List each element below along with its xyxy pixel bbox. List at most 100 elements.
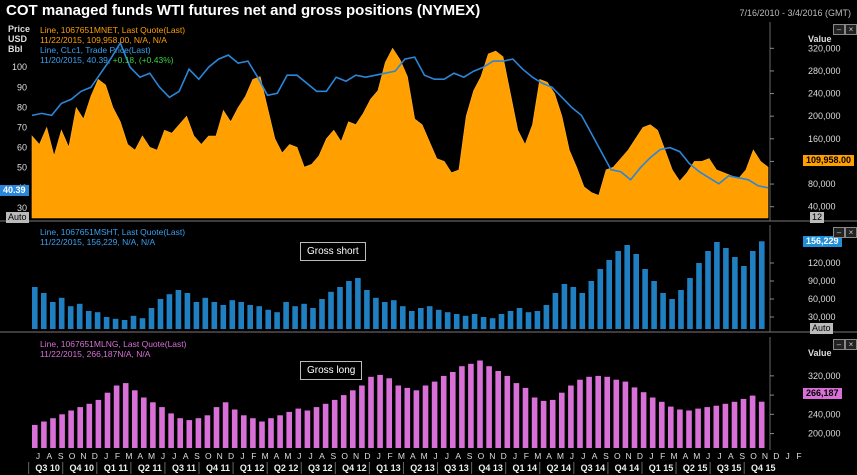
quarter-tick-label: Q2 11 xyxy=(138,463,162,473)
zoom-level-button[interactable]: 12 xyxy=(810,212,825,223)
minimize-icon[interactable]: – xyxy=(833,24,845,35)
short-bar xyxy=(355,278,361,329)
month-tick-label: O xyxy=(69,451,76,461)
short-bar xyxy=(444,312,451,329)
month-tick-label: D xyxy=(364,451,370,461)
short-bar xyxy=(597,269,604,329)
net-legend-line2: 11/22/2015, 109,958.00, N/A, N/A xyxy=(40,35,167,45)
net-position-pane[interactable]: 10090807060504030320,000280,000240,00020… xyxy=(0,22,857,223)
quarter-tick-label: Q1 15 xyxy=(649,463,674,473)
close-icon[interactable]: × xyxy=(845,339,857,350)
short-bar xyxy=(624,245,630,329)
long-bar xyxy=(304,410,311,448)
quarter-tick-label: Q4 12 xyxy=(342,463,367,473)
right-tick-label: 240,000 xyxy=(808,89,841,99)
price-legend-line2: 11/20/2015, 40.39, +0.18, (+0.43%) xyxy=(40,55,185,65)
month-tick-label: O xyxy=(205,451,212,461)
month-tick-label: S xyxy=(739,451,745,461)
month-tick-label: F xyxy=(115,451,120,461)
left-tick-label: 70 xyxy=(17,123,27,133)
short-auto-scale-button[interactable]: Auto xyxy=(810,323,833,334)
short-bar xyxy=(157,299,164,329)
month-tick-label: O xyxy=(341,451,348,461)
quarter-tick-label: Q2 13 xyxy=(410,463,435,473)
month-tick-label: J xyxy=(104,451,108,461)
month-tick-label: A xyxy=(183,451,189,461)
short-bar xyxy=(570,287,577,329)
month-tick-label: M xyxy=(671,451,678,461)
quarter-tick-label: Q2 14 xyxy=(547,463,572,473)
short-bar xyxy=(112,318,119,329)
net-position-area xyxy=(31,47,769,219)
minimize-icon[interactable]: – xyxy=(833,339,845,350)
long-bar xyxy=(531,397,538,448)
month-tick-label: J xyxy=(172,451,176,461)
month-tick-label: J xyxy=(297,451,301,461)
long-bar xyxy=(231,409,238,448)
short-bar xyxy=(391,300,397,329)
pane2-legend: Line, 1067651MSHT, Last Quote(Last) 11/2… xyxy=(40,227,185,247)
month-tick-label: M xyxy=(125,451,132,461)
month-tick-label: J xyxy=(706,451,710,461)
month-tick-label: J xyxy=(161,451,165,461)
month-tick-label: A xyxy=(592,451,598,461)
quarter-tick-label: Q3 11 xyxy=(172,463,196,473)
right-tick-label: 320,000 xyxy=(808,371,841,381)
long-bar xyxy=(104,392,111,448)
short-bar xyxy=(346,281,352,329)
price-legend-change: +0.18, (+0.43%) xyxy=(112,55,174,65)
month-tick-label: F xyxy=(251,451,256,461)
short-bar xyxy=(256,306,262,329)
short-value-badge: 156,229 xyxy=(803,236,842,247)
short-bar xyxy=(561,284,568,329)
short-bar xyxy=(67,306,74,329)
short-bar xyxy=(507,311,514,329)
month-tick-label: M xyxy=(557,451,564,461)
short-bar xyxy=(184,293,191,329)
month-tick-label: N xyxy=(626,451,632,461)
long-bar xyxy=(331,399,338,448)
long-value-badge: 266,187 xyxy=(803,388,842,399)
gross-short-chart: 120,000 90,000 60,000 30,000 xyxy=(0,225,857,333)
short-bar xyxy=(76,303,83,329)
right-tick-label: 40,000 xyxy=(808,202,836,212)
long-bar xyxy=(195,418,202,448)
month-tick-label: O xyxy=(478,451,485,461)
long-bar xyxy=(622,381,629,448)
short-bar xyxy=(41,293,47,329)
short-bar xyxy=(552,293,559,329)
long-bar xyxy=(286,411,292,448)
right-tick-label: 90,000 xyxy=(808,276,836,286)
gross-short-pane[interactable]: 120,000 90,000 60,000 30,000 Line, 1067651M… xyxy=(0,225,857,335)
long-bar xyxy=(386,378,392,448)
long-bar xyxy=(504,375,511,448)
long-bar xyxy=(322,403,329,448)
short-bar xyxy=(498,314,505,329)
month-tick-label: S xyxy=(467,451,473,461)
short-bar xyxy=(615,251,621,329)
left-auto-scale-button[interactable]: Auto xyxy=(6,212,29,223)
month-tick-label: A xyxy=(274,451,280,461)
short-bar xyxy=(238,302,244,329)
left-tick-label: 50 xyxy=(17,163,27,173)
close-icon[interactable]: × xyxy=(845,227,857,238)
long-bar xyxy=(168,413,174,448)
short-bar xyxy=(696,263,702,329)
short-bar xyxy=(175,290,182,329)
minimize-icon[interactable]: – xyxy=(833,227,845,238)
close-icon[interactable]: × xyxy=(845,24,857,35)
month-tick-label: N xyxy=(80,451,86,461)
month-tick-label: J xyxy=(308,451,312,461)
long-bar xyxy=(86,403,93,448)
short-bar xyxy=(579,293,586,329)
month-tick-label: J xyxy=(786,451,790,461)
quarter-tick-label: Q1 11 xyxy=(104,463,128,473)
short-bar xyxy=(409,311,415,329)
short-bar xyxy=(265,309,271,329)
left-tick-label: 60 xyxy=(17,143,27,153)
short-bar xyxy=(310,308,316,329)
quarter-tick-label: Q4 15 xyxy=(751,463,776,473)
